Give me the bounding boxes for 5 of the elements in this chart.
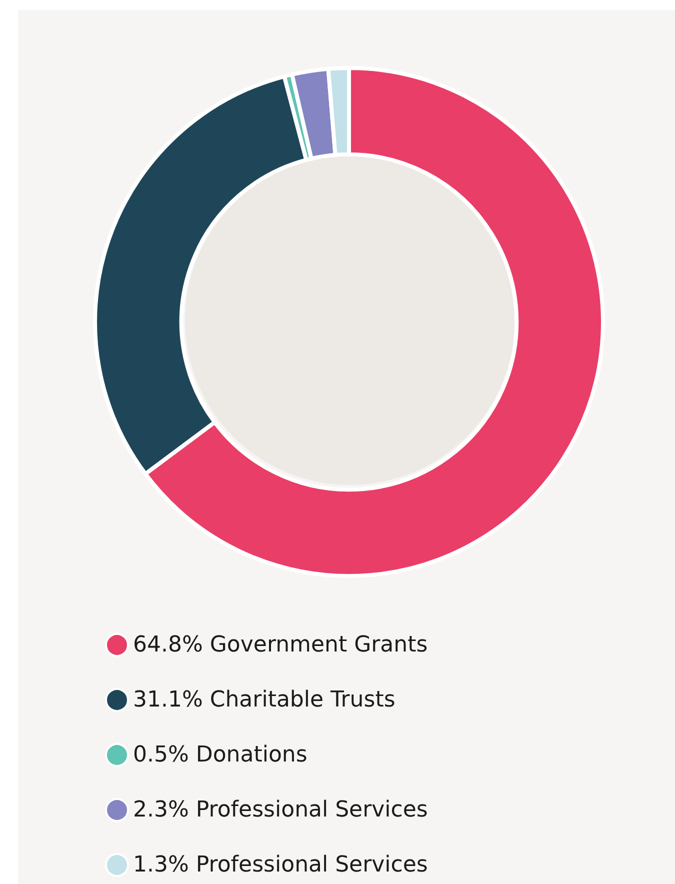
legend-label: 1.3% Professional Services	[133, 852, 428, 878]
legend-label: 64.8% Government Grants	[133, 632, 428, 658]
legend-label: 31.1% Charitable Trusts	[133, 688, 396, 712]
legend-label: 0.5% Donations	[133, 742, 308, 768]
legend-label: 2.3% Professional Services	[133, 798, 428, 822]
